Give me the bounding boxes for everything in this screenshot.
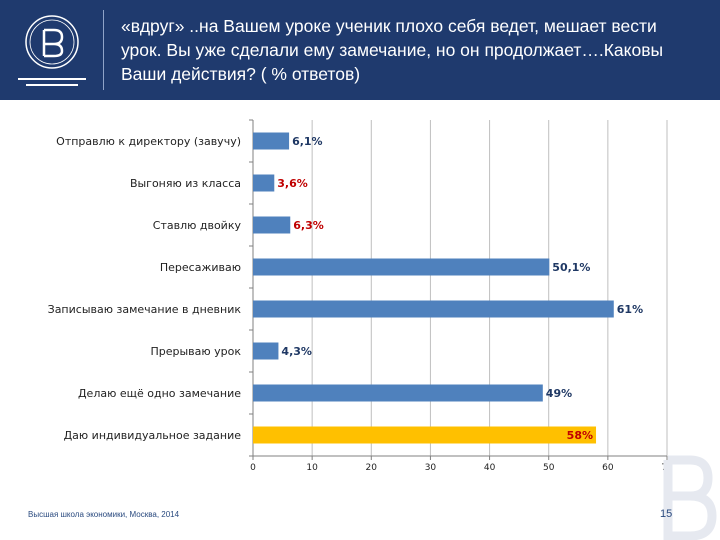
bar	[253, 384, 543, 402]
tick-label-x: 20	[366, 463, 378, 473]
category-label: Ставлю двойку	[153, 219, 242, 232]
tick-label-x: 10	[306, 463, 318, 473]
tick-label-x: 0	[250, 463, 256, 473]
category-label: Выгоняю из класса	[130, 177, 241, 190]
data-label: 61%	[617, 303, 643, 316]
data-label: 4,3%	[281, 345, 312, 358]
header-divider	[103, 10, 104, 90]
tick-label-x: 40	[484, 463, 496, 473]
footer-org-text: Высшая школа экономики, Москва, 2014	[28, 510, 180, 519]
hse-logo-icon	[18, 15, 86, 86]
data-label: 6,1%	[292, 135, 323, 148]
category-label: Даю индивидуальное задание	[64, 429, 242, 442]
bar	[253, 174, 275, 192]
data-label: 6,3%	[293, 219, 324, 232]
category-label: Отправлю к директору (завучу)	[56, 135, 241, 148]
bar	[253, 258, 550, 276]
tick-label-x: 60	[602, 463, 614, 473]
header-banner: «вдруг» ..на Вашем уроке ученик плохо се…	[0, 0, 720, 100]
category-label: Пересаживаю	[160, 261, 241, 274]
tick-label-x: 30	[425, 463, 437, 473]
category-label: Записываю замечание в дневник	[48, 303, 242, 316]
bar	[253, 132, 290, 150]
page-number: 15	[660, 508, 673, 520]
bar-chart: Отправлю к директору (завучу) 6,1% Выгоняю…	[48, 119, 673, 473]
bar	[253, 426, 597, 444]
tick-label-x: 50	[543, 463, 555, 473]
data-label: 49%	[546, 387, 572, 400]
data-label: 3,6%	[277, 177, 308, 190]
bar	[253, 300, 614, 318]
category-label: Делаю ещё одно замечание	[78, 387, 241, 400]
data-label: 58%	[567, 429, 593, 442]
bar	[253, 216, 291, 234]
category-label: Прерываю урок	[150, 345, 241, 358]
slide-title: «вдруг» ..на Вашем уроке ученик плохо се…	[121, 16, 664, 84]
data-label: 50,1%	[552, 261, 590, 274]
bar	[253, 342, 279, 360]
decorative-letters	[660, 450, 720, 540]
